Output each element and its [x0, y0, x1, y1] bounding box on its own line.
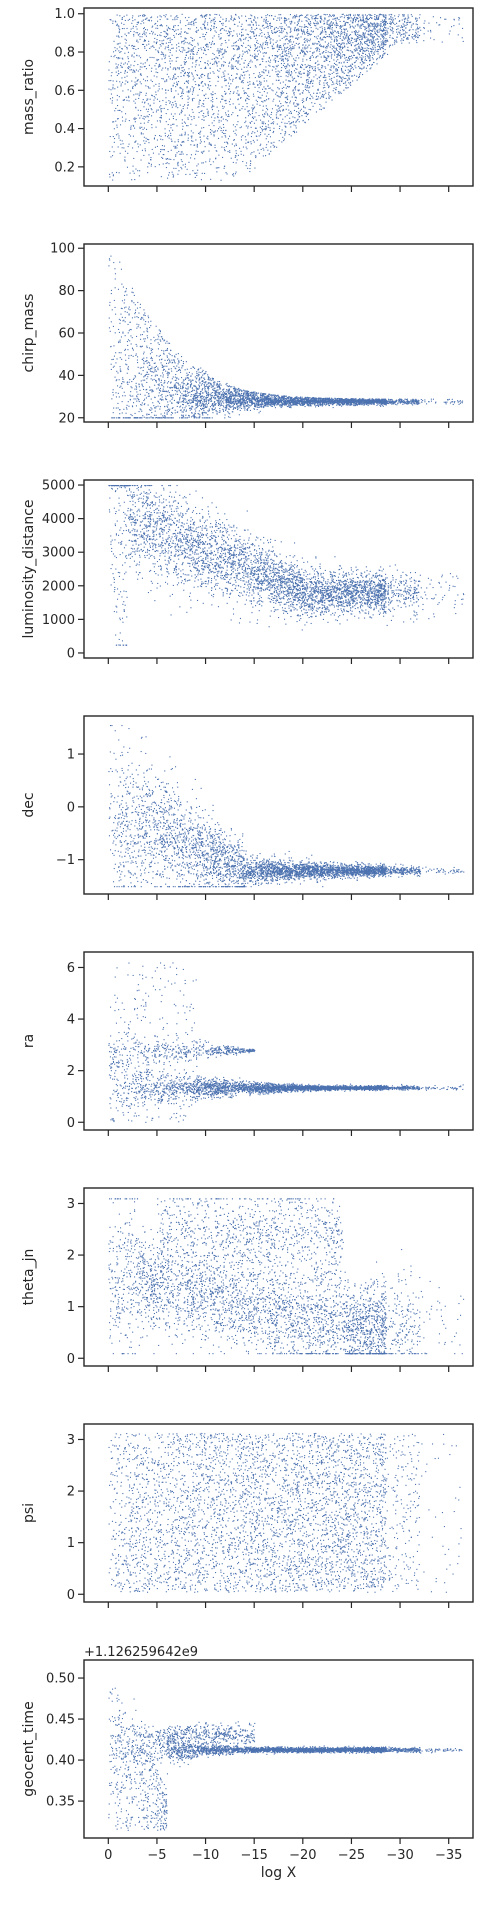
y-tick-label: 5000 — [42, 479, 75, 494]
y-axis-label: ra — [21, 1034, 37, 1048]
scatter-points — [108, 1432, 462, 1593]
y-tick-label: −1 — [56, 853, 75, 868]
panel-geocent_time: 0.35 0.40 0.45 0.50 0 −5 −10 −15 −20 −25 −30 −35 geo… — [21, 1645, 474, 1863]
x-tick-label: −5 — [147, 1848, 166, 1863]
y-axis-label: theta_jn — [21, 1249, 37, 1306]
y-tick-label: 3000 — [42, 546, 75, 561]
x-tick-label: −20 — [289, 1848, 316, 1863]
panel-luminosity_distance: 0 1000 2000 3000 4000 5000 luminosity_distance — [21, 479, 474, 664]
y-tick-label: 3 — [67, 1197, 75, 1212]
panel-dec: −1 0 1 dec — [21, 715, 474, 900]
scatter-points — [108, 962, 464, 1123]
y-tick-label: 1 — [67, 1536, 75, 1551]
y-tick-label: 2000 — [42, 579, 75, 594]
axes-frame — [83, 715, 474, 895]
y-tick-label: 0.4 — [54, 122, 75, 137]
scatter-points — [108, 1687, 463, 1831]
y-tick-label: 3 — [67, 1433, 75, 1448]
scatter-points — [108, 1198, 465, 1355]
x-tick-label: −30 — [386, 1848, 413, 1863]
scatter-points — [108, 485, 465, 646]
y-tick-label: 0 — [67, 646, 75, 661]
y-tick-label: 0 — [67, 1116, 75, 1131]
axes-frame — [83, 7, 474, 187]
axes-frame — [83, 951, 474, 1131]
x-tick-label: −10 — [192, 1848, 219, 1863]
y-axis-label: dec — [21, 792, 37, 817]
y-tick-label: 0.50 — [46, 1672, 75, 1687]
panel-mass_ratio: 0.2 0.4 0.6 0.8 1.0 mass_ratio — [21, 7, 474, 192]
x-tick-label: −35 — [435, 1848, 462, 1863]
y-axis-label: geocent_time — [21, 1701, 37, 1796]
axes-frame — [83, 1187, 474, 1367]
y-tick-label: 0.45 — [46, 1713, 75, 1728]
y-axis-label: mass_ratio — [21, 59, 37, 135]
y-tick-label: 80 — [58, 284, 75, 299]
y-tick-label: 2 — [67, 1249, 75, 1264]
y-tick-label: 1 — [67, 748, 75, 763]
axes-frame — [83, 1423, 474, 1603]
y-tick-label: 0.35 — [46, 1795, 75, 1810]
y-tick-label: 0.6 — [54, 84, 75, 99]
y-tick-label: 0 — [67, 1588, 75, 1603]
scatter-points — [108, 13, 464, 181]
x-axis-label: log X — [261, 1865, 297, 1881]
panel-ra: 0 2 4 6 ra — [21, 951, 474, 1136]
y-tick-label: 4 — [67, 1013, 75, 1028]
y-tick-label: 1000 — [42, 613, 75, 628]
axes-frame — [83, 479, 474, 659]
x-tick-label: −25 — [338, 1848, 365, 1863]
y-tick-label: 4000 — [42, 512, 75, 527]
y-axis-label: luminosity_distance — [21, 499, 37, 638]
y-tick-label: 2 — [67, 1485, 75, 1500]
y-tick-label: 0.40 — [46, 1754, 75, 1769]
y-axis-label: psi — [21, 1503, 37, 1523]
panel-theta_jn: 0 1 2 3 theta_jn — [21, 1187, 474, 1372]
y-tick-label: 20 — [58, 411, 75, 426]
y-tick-label: 1 — [67, 1300, 75, 1315]
scatter-points — [108, 725, 465, 888]
y-tick-label: 2 — [67, 1064, 75, 1079]
y-tick-label: 40 — [58, 369, 75, 384]
x-tick-label: −15 — [240, 1848, 267, 1863]
y-tick-label: 6 — [67, 961, 75, 976]
axes-frame — [83, 1659, 474, 1839]
y-tick-label: 0.8 — [54, 46, 75, 61]
y-tick-label: 0 — [67, 800, 75, 815]
panel-chirp_mass: 20 40 60 80 100 chirp_mass — [21, 242, 474, 428]
panel-psi: 0 1 2 3 psi — [21, 1423, 474, 1608]
scatter-points — [108, 255, 464, 419]
y-offset-text: +1.126259642e9 — [84, 1645, 198, 1660]
y-tick-label: 60 — [58, 327, 75, 342]
y-axis-label: chirp_mass — [21, 294, 37, 373]
y-tick-label: 0.2 — [54, 160, 75, 175]
y-tick-label: 100 — [50, 242, 75, 257]
y-tick-label: 0 — [67, 1352, 75, 1367]
x-tick-label: 0 — [104, 1848, 112, 1863]
y-tick-label: 1.0 — [54, 7, 75, 22]
